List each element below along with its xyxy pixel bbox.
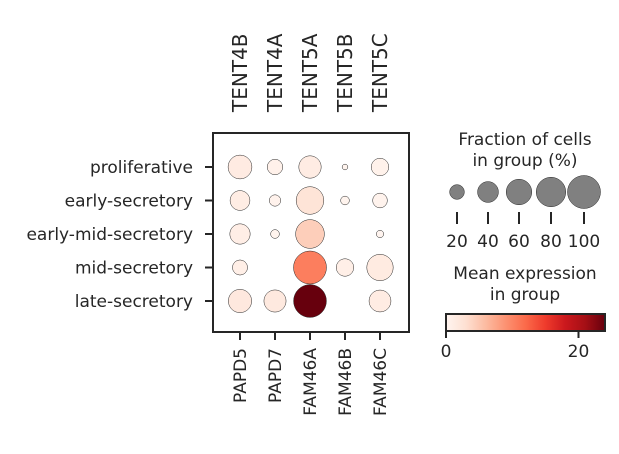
dot [270,229,280,239]
colorbar [445,313,606,332]
column-label: FAM46C [371,348,391,416]
size-legend-tick-label: 100 [568,232,600,252]
dot [371,158,389,176]
dot [341,163,349,171]
dot [298,155,322,179]
dot [293,250,327,285]
size-legend-tick-label: 60 [508,232,530,252]
size-legend-dot [449,184,465,200]
color-legend-title-line2: in group [490,285,560,305]
top-group-label: TENT5B [333,34,357,113]
dot [368,289,392,313]
color-legend: Mean expression in group 0 20 [441,264,606,362]
size-legend: Fraction of cells in group (%) 20 40 60 80 1… [446,130,601,252]
dot [232,259,248,276]
row-label: early-mid-secretory [26,225,193,245]
dot [340,195,350,206]
size-legend-tick-label: 80 [540,232,562,252]
top-group-label: TENT4A [263,33,287,113]
dot [372,192,388,209]
row-label: mid-secretory [75,259,193,279]
dot [229,190,251,211]
dot [336,258,354,277]
size-legend-dot [477,181,499,203]
size-legend-tick-label: 40 [477,232,499,252]
color-legend-title-line1: Mean expression [453,264,596,284]
colorbar-tick-label: 0 [441,342,452,362]
dot [295,219,325,249]
colorbar-tick-label: 20 [568,342,590,362]
dot [229,223,251,245]
dot [228,289,252,313]
size-legend-dot [505,178,533,206]
row-label: proliferative [90,158,193,178]
row-label: late-secretory [75,292,193,312]
column-label: PAPD5 [231,348,251,403]
dot [293,284,327,318]
top-group-label: TENT5C [368,33,392,113]
dot [263,289,287,313]
top-group-label: TENT5A [298,33,322,113]
row-label: early-secretory [65,192,193,212]
dot [227,154,253,180]
column-label: FAM46B [336,348,356,416]
size-legend-dot [535,176,567,208]
column-label: PAPD7 [266,348,286,403]
top-group-label: TENT4B [228,34,252,113]
size-legend-dot [567,175,601,209]
dot [269,194,281,207]
dot [366,254,394,281]
dot [376,230,384,238]
dot [295,186,325,215]
column-label: FAM46A [301,348,321,416]
size-legend-title-line1: Fraction of cells [458,130,591,150]
size-legend-tick-label: 20 [446,232,468,252]
size-legend-title-line2: in group (%) [472,151,577,171]
main-plot: proliferative early-secretory early-mid-se… [26,33,410,416]
dot [267,159,283,175]
